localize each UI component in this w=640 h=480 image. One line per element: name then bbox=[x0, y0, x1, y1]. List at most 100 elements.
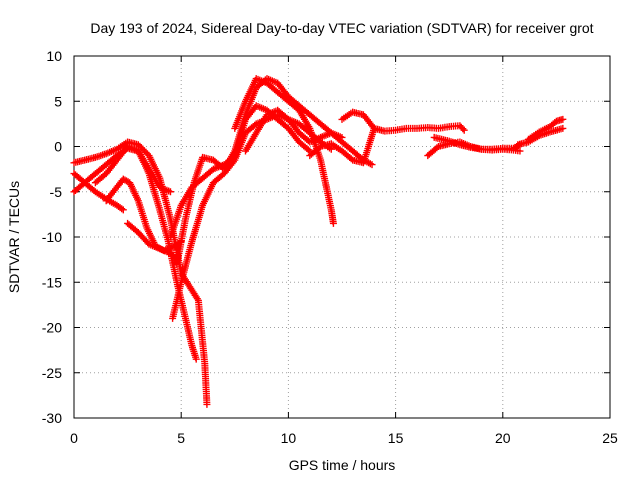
series-track-12 bbox=[338, 108, 468, 135]
y-tick-label: -25 bbox=[42, 365, 62, 381]
data-point-run bbox=[188, 203, 206, 245]
y-tick-label: -10 bbox=[42, 229, 62, 245]
data-point-run bbox=[317, 130, 333, 141]
data-point-run bbox=[295, 138, 312, 154]
data-point-run bbox=[306, 111, 323, 127]
data-point-run bbox=[143, 224, 159, 248]
data-point-run bbox=[338, 138, 355, 154]
data-point-run bbox=[134, 197, 150, 230]
data-point-run bbox=[126, 179, 141, 203]
data-point bbox=[368, 161, 376, 169]
data-point-run bbox=[392, 125, 408, 134]
data-point-run bbox=[177, 240, 195, 286]
data-point-run bbox=[274, 88, 291, 104]
data-point-run bbox=[327, 140, 344, 154]
x-tick-label: 15 bbox=[388, 430, 404, 446]
x-tick-label: 0 bbox=[70, 430, 78, 446]
data-point-run bbox=[295, 102, 312, 117]
data-point bbox=[119, 206, 127, 214]
x-axis-label: GPS time / hours bbox=[289, 457, 396, 473]
data-point-run bbox=[252, 113, 270, 137]
data-point-run bbox=[295, 106, 313, 131]
data-point-run bbox=[145, 170, 163, 212]
data-point-run bbox=[317, 156, 335, 212]
data-point-run bbox=[284, 93, 302, 108]
data-series bbox=[70, 75, 567, 408]
data-point bbox=[329, 219, 337, 227]
series-track-14 bbox=[430, 133, 524, 155]
series-track-11 bbox=[306, 124, 378, 167]
data-point-run bbox=[284, 97, 302, 113]
data-point-run bbox=[102, 158, 119, 178]
data-point-run bbox=[201, 360, 211, 406]
data-point-run bbox=[145, 165, 163, 189]
chart-title: Day 193 of 2024, Sidereal Day-to-day VTE… bbox=[90, 20, 593, 36]
data-point-run bbox=[359, 111, 377, 131]
data-point-run bbox=[134, 147, 152, 171]
data-point-run bbox=[167, 203, 184, 241]
data-point-run bbox=[188, 342, 200, 361]
data-point-run bbox=[124, 219, 141, 235]
data-point-run bbox=[306, 144, 323, 160]
x-tick-label: 20 bbox=[495, 430, 511, 446]
y-tick-label: 10 bbox=[46, 48, 62, 64]
data-point-run bbox=[186, 283, 201, 303]
data-point-run bbox=[70, 170, 87, 185]
data-point-run bbox=[510, 146, 522, 155]
data-point-run bbox=[338, 109, 355, 123]
data-point-run bbox=[525, 129, 541, 143]
data-point-run bbox=[113, 144, 130, 164]
data-point-run bbox=[242, 121, 259, 137]
y-tick-label: -15 bbox=[42, 274, 62, 290]
data-point-run bbox=[134, 141, 151, 158]
data-point-run bbox=[156, 245, 173, 256]
data-point-run bbox=[145, 152, 163, 180]
x-tick-label: 25 bbox=[602, 430, 618, 446]
data-point-run bbox=[145, 240, 162, 252]
data-point bbox=[559, 115, 567, 123]
series-track-8 bbox=[173, 75, 376, 268]
x-tick-label: 5 bbox=[177, 430, 185, 446]
data-point-run bbox=[119, 175, 132, 186]
data-point-run bbox=[274, 115, 291, 131]
grid bbox=[74, 56, 610, 418]
data-point-run bbox=[359, 126, 377, 167]
data-point bbox=[203, 400, 211, 408]
data-point-run bbox=[102, 146, 119, 158]
data-point-run bbox=[252, 102, 269, 113]
data-point-run bbox=[284, 124, 302, 144]
data-point-run bbox=[209, 171, 226, 187]
y-tick-label: -5 bbox=[50, 184, 63, 200]
data-point bbox=[192, 355, 200, 363]
data-point-run bbox=[169, 280, 185, 322]
data-point-run bbox=[102, 185, 119, 205]
data-point-run bbox=[156, 183, 173, 195]
data-point-run bbox=[182, 181, 198, 223]
data-point-run bbox=[242, 86, 259, 119]
y-axis: -30 -25 -20 -15 -10 -5 0 5 10 bbox=[42, 48, 610, 426]
data-point-run bbox=[173, 217, 189, 268]
data-point-run bbox=[546, 119, 559, 131]
data-point-run bbox=[424, 144, 441, 160]
data-point-run bbox=[274, 106, 291, 122]
data-point-run bbox=[220, 149, 238, 173]
data-point-run bbox=[295, 120, 312, 136]
data-point-run bbox=[134, 229, 152, 247]
x-tick-label: 10 bbox=[281, 430, 297, 446]
series-track-16 bbox=[525, 115, 567, 143]
data-point bbox=[166, 188, 174, 196]
data-point-run bbox=[194, 296, 209, 365]
data-point-run bbox=[231, 113, 249, 155]
y-tick-label: -20 bbox=[42, 320, 62, 336]
data-point-run bbox=[199, 181, 216, 209]
data-point-run bbox=[102, 153, 119, 169]
data-point-run bbox=[182, 314, 195, 347]
data-point-run bbox=[190, 155, 206, 187]
y-tick-label: 0 bbox=[54, 139, 62, 155]
data-point-run bbox=[274, 79, 291, 99]
data-point-run bbox=[242, 131, 259, 155]
data-point-run bbox=[535, 124, 552, 136]
series-track-17 bbox=[91, 143, 174, 196]
data-point-run bbox=[327, 129, 344, 141]
data-point-run bbox=[338, 147, 355, 163]
